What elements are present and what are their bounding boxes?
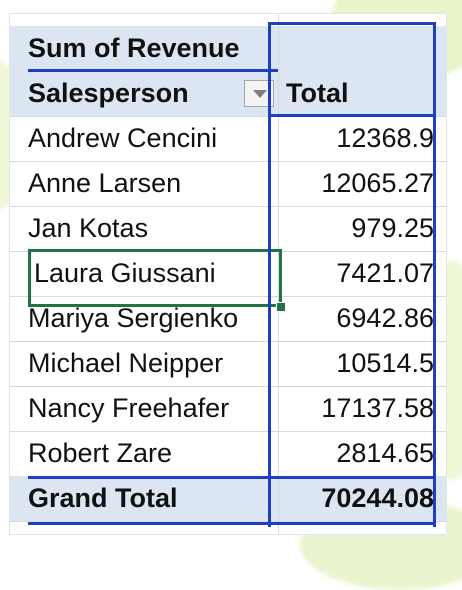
column-divider bbox=[278, 14, 279, 534]
revenue-cell[interactable]: 2814.65 bbox=[336, 438, 434, 468]
table-row: Laura Giussani 7421.07 bbox=[10, 251, 446, 297]
revenue-cell[interactable]: 979.25 bbox=[351, 213, 434, 243]
grand-total-label[interactable]: Grand Total bbox=[28, 483, 178, 513]
revenue-cell[interactable]: 10514.5 bbox=[336, 348, 434, 378]
salesperson-cell[interactable]: Nancy Freehafer bbox=[28, 393, 230, 423]
row-field-label[interactable]: Salesperson bbox=[28, 78, 189, 108]
pivot-header-row-fields: Salesperson Total bbox=[10, 71, 446, 117]
total-column-outline-top bbox=[268, 22, 436, 25]
table-row: Jan Kotas 979.25 bbox=[10, 206, 446, 252]
revenue-cell[interactable]: 6942.86 bbox=[336, 303, 434, 333]
table-row: Michael Neipper 10514.5 bbox=[10, 341, 446, 387]
grand-total-value[interactable]: 70244.08 bbox=[321, 483, 434, 513]
grand-total-row: Grand Total 70244.08 bbox=[10, 476, 446, 522]
salesperson-cell[interactable]: Jan Kotas bbox=[28, 213, 149, 243]
salesperson-cell[interactable]: Mariya Sergienko bbox=[28, 303, 239, 333]
table-row: Nancy Freehafer 17137.58 bbox=[10, 386, 446, 432]
grand-total-outline-bottom bbox=[28, 522, 436, 525]
grand-total-outline-top bbox=[28, 476, 436, 479]
revenue-cell[interactable]: 12368.9 bbox=[336, 123, 434, 153]
table-row: Robert Zare 2814.65 bbox=[10, 431, 446, 477]
pivot-header-row-values: Sum of Revenue bbox=[10, 26, 446, 72]
total-column-outline-right bbox=[433, 22, 436, 527]
revenue-cell[interactable]: 17137.58 bbox=[321, 393, 434, 423]
salesperson-cell[interactable]: Michael Neipper bbox=[28, 348, 224, 378]
revenue-cell[interactable]: 12065.27 bbox=[321, 168, 434, 198]
fill-handle[interactable] bbox=[276, 302, 286, 312]
table-row: Mariya Sergienko 6942.86 bbox=[10, 296, 446, 342]
column-header-total[interactable]: Total bbox=[286, 78, 349, 108]
table-row: Anne Larsen 12065.27 bbox=[10, 161, 446, 207]
value-field-label[interactable]: Sum of Revenue bbox=[28, 33, 240, 63]
table-row: Andrew Cencini 12368.9 bbox=[10, 116, 446, 162]
header-empty-cell[interactable] bbox=[278, 26, 438, 71]
salesperson-cell-selected[interactable]: Laura Giussani bbox=[34, 258, 216, 288]
revenue-cell[interactable]: 7421.07 bbox=[336, 258, 434, 288]
pivot-table: Sum of Revenue Salesperson Total Andrew … bbox=[10, 14, 446, 534]
salesperson-cell[interactable]: Anne Larsen bbox=[28, 168, 182, 198]
salesperson-cell[interactable]: Andrew Cencini bbox=[28, 123, 218, 153]
header-underline-annotation bbox=[28, 69, 278, 72]
total-header-underline bbox=[268, 114, 436, 117]
salesperson-cell[interactable]: Robert Zare bbox=[28, 438, 173, 468]
total-column-outline-left bbox=[268, 22, 271, 527]
